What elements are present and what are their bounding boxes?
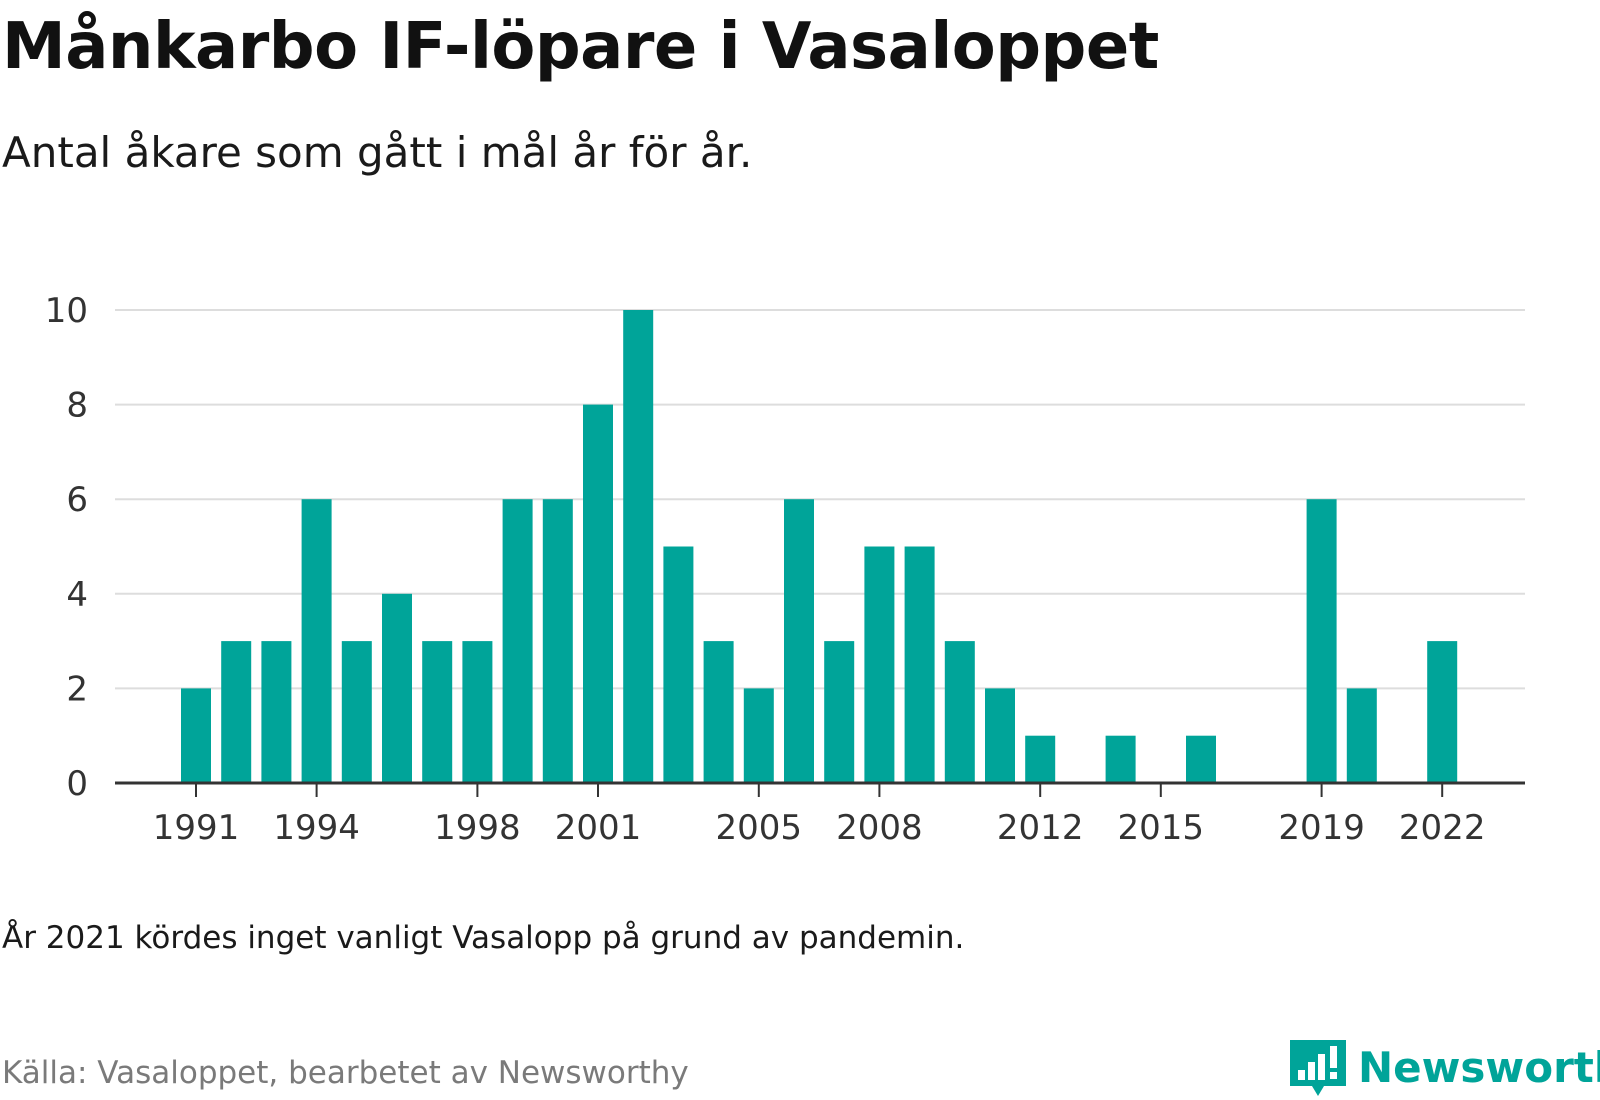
x-tick-label: 1998 [434, 808, 521, 848]
bar-2000 [542, 499, 573, 783]
bar-2001 [583, 404, 613, 783]
y-tick-label: 2 [66, 669, 88, 709]
y-tick-label: 4 [66, 575, 88, 615]
x-tick-label: 2015 [1118, 808, 1205, 848]
newsworthy-logo-text: Newsworthy [1358, 1043, 1600, 1092]
bar-2010 [944, 641, 975, 783]
x-tick-label: 2022 [1399, 808, 1486, 848]
bar-2004 [703, 641, 734, 783]
y-tick-label: 6 [66, 480, 88, 520]
y-tick-label: 10 [45, 291, 88, 331]
bar-2014 [1105, 735, 1136, 783]
footnote: År 2021 kördes inget vanligt Vasalopp på… [2, 920, 965, 956]
bar-1993 [261, 641, 292, 783]
bar-1991 [181, 688, 211, 783]
bar-2003 [663, 546, 694, 783]
bar-1996 [382, 593, 412, 783]
bar-1999 [502, 499, 533, 783]
bar-2002 [623, 310, 654, 783]
bar-1992 [221, 641, 252, 783]
bar-1994 [301, 499, 332, 783]
bar-2012 [1025, 735, 1056, 783]
y-tick-label: 0 [66, 764, 88, 804]
bar-2022 [1427, 641, 1458, 783]
chart-subtitle: Antal åkare som gått i mål år för år. [2, 128, 753, 177]
x-tick-label: 2005 [716, 808, 803, 848]
bar-2011 [985, 688, 1015, 783]
bars [181, 310, 1458, 783]
chart-title: Månkarbo IF-löpare i Vasaloppet [2, 10, 1159, 84]
bar-2005 [743, 688, 774, 783]
bar-2007 [824, 641, 855, 783]
bar-2020 [1346, 688, 1377, 783]
bar-1998 [462, 641, 493, 783]
x-tick-label: 1991 [153, 808, 240, 848]
x-tick-label: 2008 [836, 808, 923, 848]
source-text: Källa: Vasaloppet, bearbetet av Newswort… [2, 1055, 689, 1091]
bar-1997 [422, 641, 453, 783]
bar-2016 [1186, 735, 1216, 783]
x-tick-label: 2019 [1278, 808, 1365, 848]
bar-chart: 0 2 4 6 8 10 1991 1994 1998 2001 2005 2008 2012 2015… [45, 291, 1525, 848]
x-tick-label: 1994 [273, 808, 360, 848]
bar-1995 [341, 641, 372, 783]
bar-2008 [864, 546, 895, 783]
newsworthy-logo-icon [1290, 1040, 1346, 1096]
bar-2019 [1306, 499, 1337, 783]
y-axis-ticks: 0 2 4 6 8 10 [45, 291, 88, 804]
bar-2009 [904, 546, 935, 783]
y-tick-label: 8 [66, 386, 88, 426]
bar-2006 [784, 499, 814, 783]
x-axis-ticks: 1991 1994 1998 2001 2005 2008 2012 2015 2019 2022 [153, 783, 1486, 848]
x-tick-label: 2001 [555, 808, 642, 848]
x-tick-label: 2012 [997, 808, 1084, 848]
